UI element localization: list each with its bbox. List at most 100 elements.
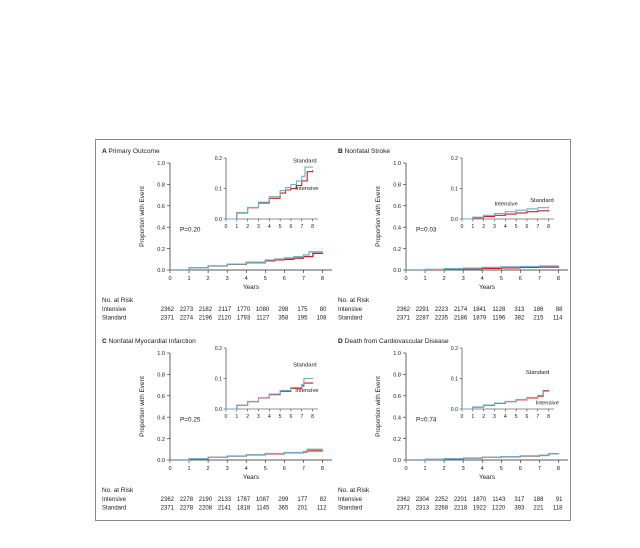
x-tick-label: 2 [207, 466, 210, 472]
at-risk-value: 317 [514, 497, 525, 503]
inset-curve-standard [226, 166, 314, 220]
panel-letter: B [338, 148, 345, 155]
at-risk-value: 1870 [473, 497, 487, 503]
x-tick-label: 2 [443, 276, 446, 282]
panel-svg: C Nonfatal Myocardial Infarction Proporti… [102, 338, 332, 512]
inset-x-tick-label: 1 [235, 414, 238, 420]
x-tick-label: 3 [462, 466, 465, 472]
panel-cv-death: D Death from Cardiovascular Disease Propo… [336, 332, 572, 522]
x-tick-label: 8 [557, 276, 560, 282]
at-risk-value: 177 [297, 497, 308, 503]
at-risk-value: 114 [553, 316, 563, 322]
inset-x-tick-label: 0 [461, 414, 464, 420]
x-tick-label: 1 [187, 466, 190, 472]
panel-title: B Nonfatal Stroke [338, 148, 390, 155]
panel-title: A Primary Outcome [102, 148, 160, 155]
x-tick-label: 6 [519, 276, 522, 282]
panel-letter: A [102, 148, 108, 155]
at-risk-value: 1127 [256, 316, 270, 322]
at-risk-value: 2313 [416, 506, 430, 512]
x-tick-label: 5 [500, 466, 503, 472]
inset-x-tick-label: 2 [482, 224, 485, 230]
at-risk-row-label: Standard [338, 506, 362, 512]
p-value: P=0.74 [416, 416, 437, 423]
panel-title-text: Primary Outcome [108, 148, 160, 155]
inset-curve-standard [462, 206, 550, 220]
y-tick-label: 0.0 [393, 268, 401, 274]
at-risk-value: 2174 [454, 307, 468, 313]
at-risk-value: 2201 [454, 497, 468, 503]
at-risk-value: 186 [533, 307, 544, 313]
panel-nonfatal-stroke: B Nonfatal Stroke Proportion with Event 0.… [336, 142, 572, 332]
inset-x-tick-label: 6 [289, 414, 292, 420]
inset-x-tick-label: 2 [246, 224, 249, 230]
at-risk-value: 393 [514, 506, 525, 512]
x-tick-label: 1 [187, 276, 190, 282]
x-tick-label: 0 [168, 466, 171, 472]
at-risk-value: 2186 [454, 316, 468, 322]
at-risk-value: 2278 [180, 497, 194, 503]
y-tick-label: 0.2 [393, 437, 401, 443]
inset-x-tick-label: 5 [279, 224, 282, 230]
x-tick-label: 3 [226, 466, 229, 472]
at-risk-value: 2287 [416, 316, 430, 322]
inset-label-standard: Standard [530, 198, 554, 204]
at-risk-value: 108 [316, 316, 327, 322]
inset-x-tick-label: 5 [279, 414, 282, 420]
at-risk-value: 1143 [492, 497, 506, 503]
inset-label-intensive: Intensive [536, 400, 559, 406]
curve-standard [406, 265, 560, 271]
at-risk-value: 2362 [397, 307, 411, 313]
inset-y-tick-label: 0.2 [451, 346, 458, 352]
at-risk-row-label: Standard [338, 316, 362, 322]
inset-y-tick-label: 0.0 [451, 217, 458, 223]
at-risk-value: 2371 [397, 506, 411, 512]
x-tick-label: 8 [321, 276, 324, 282]
inset-x-tick-label: 1 [471, 414, 474, 420]
x-tick-label: 4 [245, 276, 248, 282]
inset-x-tick-label: 0 [225, 414, 228, 420]
at-risk-value: 188 [533, 497, 544, 503]
x-tick-label: 3 [462, 276, 465, 282]
x-tick-label: 0 [168, 276, 171, 282]
at-risk-value: 215 [533, 316, 544, 322]
panel-title: C Nonfatal Myocardial Infarction [102, 338, 196, 345]
at-risk-value: 91 [556, 497, 563, 503]
at-risk-value: 299 [278, 497, 289, 503]
x-tick-label: 8 [321, 466, 324, 472]
y-axis-label: Proportion with Event [375, 186, 382, 247]
panel-letter: D [338, 338, 345, 345]
inset-label-intensive: Intensive [295, 186, 318, 192]
inset-x-tick-label: 4 [504, 224, 507, 230]
y-tick-label: 0.2 [157, 247, 165, 253]
at-risk-value: 2190 [199, 497, 213, 503]
curve-standard [406, 453, 560, 461]
x-tick-label: 2 [207, 276, 210, 282]
at-risk-value: 2371 [161, 506, 175, 512]
at-risk-value: 112 [317, 506, 327, 512]
at-risk-value: 2117 [218, 307, 232, 313]
x-tick-label: 4 [481, 276, 484, 282]
inset-x-tick-label: 3 [493, 224, 496, 230]
x-tick-label: 4 [481, 466, 484, 472]
y-axis-label: Proportion with Event [139, 186, 146, 247]
inset-y-tick-label: 0.2 [215, 156, 222, 162]
inset-x-tick-label: 2 [246, 414, 249, 420]
x-axis-label: Years [479, 474, 495, 481]
at-risk-value: 365 [278, 506, 289, 512]
x-tick-label: 5 [500, 276, 503, 282]
inset-curve-standard [462, 390, 550, 410]
y-axis-label: Proportion with Event [375, 376, 382, 437]
x-axis-label: Years [479, 284, 495, 291]
kaplan-meier-figure: A Primary Outcome Proportion with Event 0.… [95, 139, 571, 521]
at-risk-row-label: Standard [102, 316, 126, 322]
y-tick-label: 0.4 [393, 415, 401, 421]
inset-x-tick-label: 7 [300, 414, 303, 420]
curve-standard [170, 448, 324, 461]
inset-label-intensive: Intensive [295, 388, 318, 394]
x-tick-label: 0 [404, 466, 407, 472]
at-risk-value: 2235 [435, 316, 449, 322]
y-tick-label: 0.0 [393, 458, 401, 464]
x-tick-label: 7 [302, 276, 305, 282]
y-tick-label: 0.8 [157, 373, 165, 379]
